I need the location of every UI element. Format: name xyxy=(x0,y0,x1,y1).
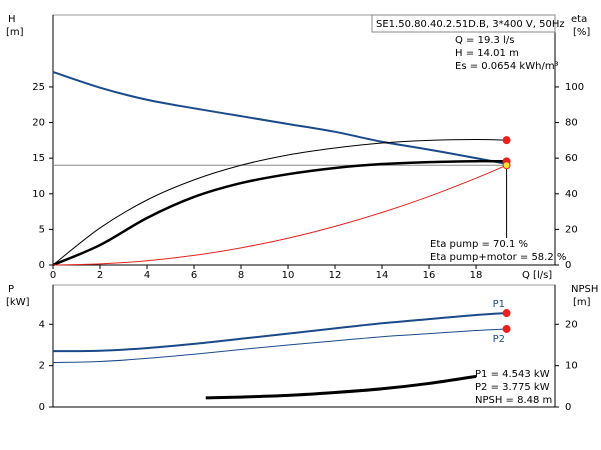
y-axis-label: H xyxy=(8,14,16,25)
y2-tick-label: 20 xyxy=(565,224,578,235)
x-tick-label: 12 xyxy=(329,270,342,281)
y2-tick-label: 80 xyxy=(565,118,578,129)
annotation: Es = 0.0654 kWh/m³ xyxy=(455,61,559,72)
curve xyxy=(52,159,507,267)
curve xyxy=(205,374,477,400)
curve xyxy=(52,138,507,266)
curve xyxy=(52,71,507,165)
annotation: NPSH = 8.48 m xyxy=(475,395,552,406)
model-label: SE1.50.80.40.2.51D.B, 3*400 V, 50Hz xyxy=(376,19,565,30)
duty-point xyxy=(502,136,511,145)
series-label: P1 xyxy=(493,299,505,310)
y2-axis-unit: [m] xyxy=(573,297,591,308)
y-tick-label: 0 xyxy=(39,260,45,271)
y-tick-label: 10 xyxy=(32,189,45,200)
y-tick-label: 4 xyxy=(39,319,45,330)
x-axis-label: Q [l/s] xyxy=(522,270,552,281)
y2-axis-label: NPSH xyxy=(571,284,598,295)
annotation: P1 = 4.543 kW xyxy=(475,369,550,380)
y-tick-label: 15 xyxy=(32,153,45,164)
annotation: P2 = 3.775 kW xyxy=(475,382,550,393)
y-tick-label: 20 xyxy=(32,118,45,129)
y2-axis-unit: [%] xyxy=(573,27,590,38)
y2-tick-label: 100 xyxy=(565,82,584,93)
y2-axis-label: eta xyxy=(571,14,587,25)
y-tick-label: 25 xyxy=(32,82,45,93)
x-tick-label: 2 xyxy=(97,270,103,281)
x-tick-label: 10 xyxy=(282,270,295,281)
y2-tick-label: 40 xyxy=(565,189,578,200)
y-tick-label: 0 xyxy=(39,402,45,413)
x-tick-label: 14 xyxy=(376,270,389,281)
y-axis-unit: [m] xyxy=(6,27,24,38)
curve xyxy=(52,328,507,364)
series-label: P2 xyxy=(493,334,505,345)
model-box xyxy=(371,14,556,33)
y2-tick-label: 60 xyxy=(565,153,578,164)
duty-point xyxy=(502,324,511,333)
y2-tick-label: 20 xyxy=(565,319,578,330)
x-tick-label: 18 xyxy=(470,270,483,281)
y-axis-label: P xyxy=(8,284,14,295)
curve xyxy=(52,164,507,266)
x-tick-label: 0 xyxy=(50,270,56,281)
duty-point xyxy=(502,161,511,170)
duty-annotation: Eta pump+motor = 58.2 % xyxy=(430,252,566,263)
y-tick-label: 5 xyxy=(39,224,45,235)
y-axis-unit: [kW] xyxy=(6,297,30,308)
y2-tick-label: 0 xyxy=(565,260,571,271)
annotation: Q = 19.3 l/s xyxy=(455,35,514,46)
x-tick-label: 16 xyxy=(423,270,436,281)
x-tick-label: 6 xyxy=(191,270,197,281)
annotation: H = 14.01 m xyxy=(455,48,519,59)
x-tick-label: 4 xyxy=(144,270,150,281)
y-tick-label: 2 xyxy=(39,361,45,372)
x-tick-label: 8 xyxy=(238,270,244,281)
curve xyxy=(52,312,507,353)
y2-tick-label: 0 xyxy=(565,402,571,413)
y2-tick-label: 10 xyxy=(565,361,578,372)
duty-point xyxy=(502,309,511,318)
duty-annotation: Eta pump = 70.1 % xyxy=(430,239,528,250)
